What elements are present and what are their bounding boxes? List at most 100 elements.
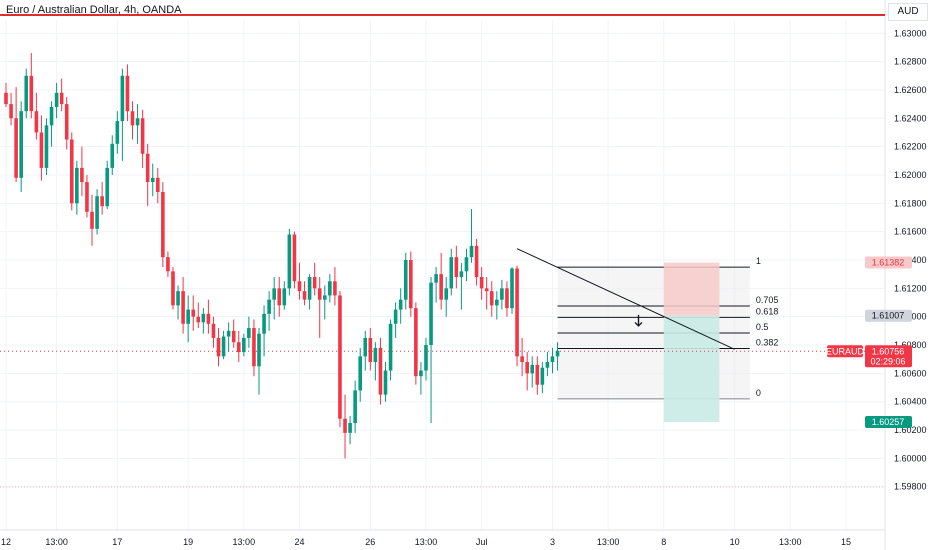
candle-up [262,313,266,334]
candle-down [69,139,74,204]
symbol-tag: EURAUD [826,346,865,356]
y-tick-label: 1.62400 [894,113,927,123]
x-tick-label: 15 [841,537,851,547]
x-tick-label: 13:00 [415,537,438,547]
candle-up [353,390,357,423]
candle-down [474,245,479,278]
candle-down [505,288,509,309]
x-tick-label: 26 [365,537,375,547]
x-tick-label: 12 [1,537,11,547]
currency-selector[interactable]: AUD [888,3,928,21]
candle-up [221,336,226,357]
candle-up [95,196,99,229]
x-tick-label: 13:00 [45,537,68,547]
candle-down [14,118,18,178]
candle-up [424,345,428,371]
candle-up [115,121,120,144]
fib-level-label: 0 [756,388,761,398]
y-tick-label: 1.61200 [894,283,927,293]
candle-down [125,75,130,112]
candle-up [530,364,535,374]
candle-down [211,323,216,338]
candle-down [343,418,347,433]
candle-down [317,288,322,300]
candle-down [368,337,373,363]
candle-up [44,125,49,168]
candle-down [191,309,196,317]
candle-up [444,288,449,300]
candle-up [403,260,408,300]
x-tick-label: 3 [550,537,555,547]
price-label-box [865,256,912,269]
candle-down [161,191,165,258]
x-tick-label: Jul [476,537,488,547]
candle-up [363,337,368,357]
y-tick-label: 1.62600 [894,85,927,95]
candle-down [479,277,484,289]
candle-up [383,370,388,395]
x-tick-label: 13:00 [779,537,802,547]
candle-down [196,316,201,323]
candle-down [338,295,342,419]
x-tick-label: 24 [294,537,304,547]
candle-down [206,313,211,324]
symbol-tag-box [827,345,863,358]
candle-down [85,182,89,212]
candle-up [545,362,550,368]
x-tick-label: 13:00 [597,537,620,547]
fib-level-label: 0.705 [756,295,779,305]
price-label: 1.60257 [872,417,905,427]
y-tick-label: 1.63000 [894,28,927,38]
candle-up [24,75,29,112]
y-tick-label: 1.60800 [894,340,927,350]
y-tick-label: 1.61600 [894,227,927,237]
candle-down [525,362,529,374]
candle-down [489,291,494,306]
price-label-box [865,345,912,368]
candle-up [540,367,545,385]
candle-down [100,196,104,207]
candle-down [34,111,39,133]
x-tick-label: 10 [730,537,740,547]
candle-up [322,295,327,300]
y-tick-label: 1.62200 [894,142,927,152]
trendline [516,248,735,350]
price-label: 1.60756 [872,346,905,356]
candle-down [439,274,443,300]
y-tick-label: 1.61800 [894,198,927,208]
candle-down [409,260,413,309]
candle-up [247,328,251,338]
candle-up [510,268,514,309]
y-tick-label: 1.62800 [894,57,927,67]
candle-up [120,75,125,122]
candle-up [495,299,499,306]
candle-down [252,328,256,367]
fib-level-label: 1 [756,256,761,266]
candle-down [414,308,418,377]
candle-up [54,92,59,107]
candle-up [328,281,332,296]
candle-up [449,257,454,289]
y-tick-label: 1.60000 [894,453,927,463]
candle-up [550,356,555,363]
candle-up [459,271,464,278]
candle-down [156,177,160,192]
candle-up [287,234,292,289]
candle-up [358,356,362,391]
price-label: 1.61007 [872,311,905,321]
chart-title: Euro / Australian Dollar, 4h, OANDA [6,4,182,16]
candle-down [216,337,221,357]
price-label-box [865,415,912,428]
countdown-label: 02:29:06 [870,356,905,366]
candle-down [9,104,13,119]
x-tick-label: 8 [661,537,666,547]
candle-down [292,234,297,282]
candle-up [555,350,560,357]
candle-down [277,288,282,306]
candle-down [302,291,307,300]
y-tick-label: 1.60600 [894,368,927,378]
candle-up [282,288,287,306]
y-tick-label: 1.60200 [894,425,927,435]
candle-up [464,257,469,272]
